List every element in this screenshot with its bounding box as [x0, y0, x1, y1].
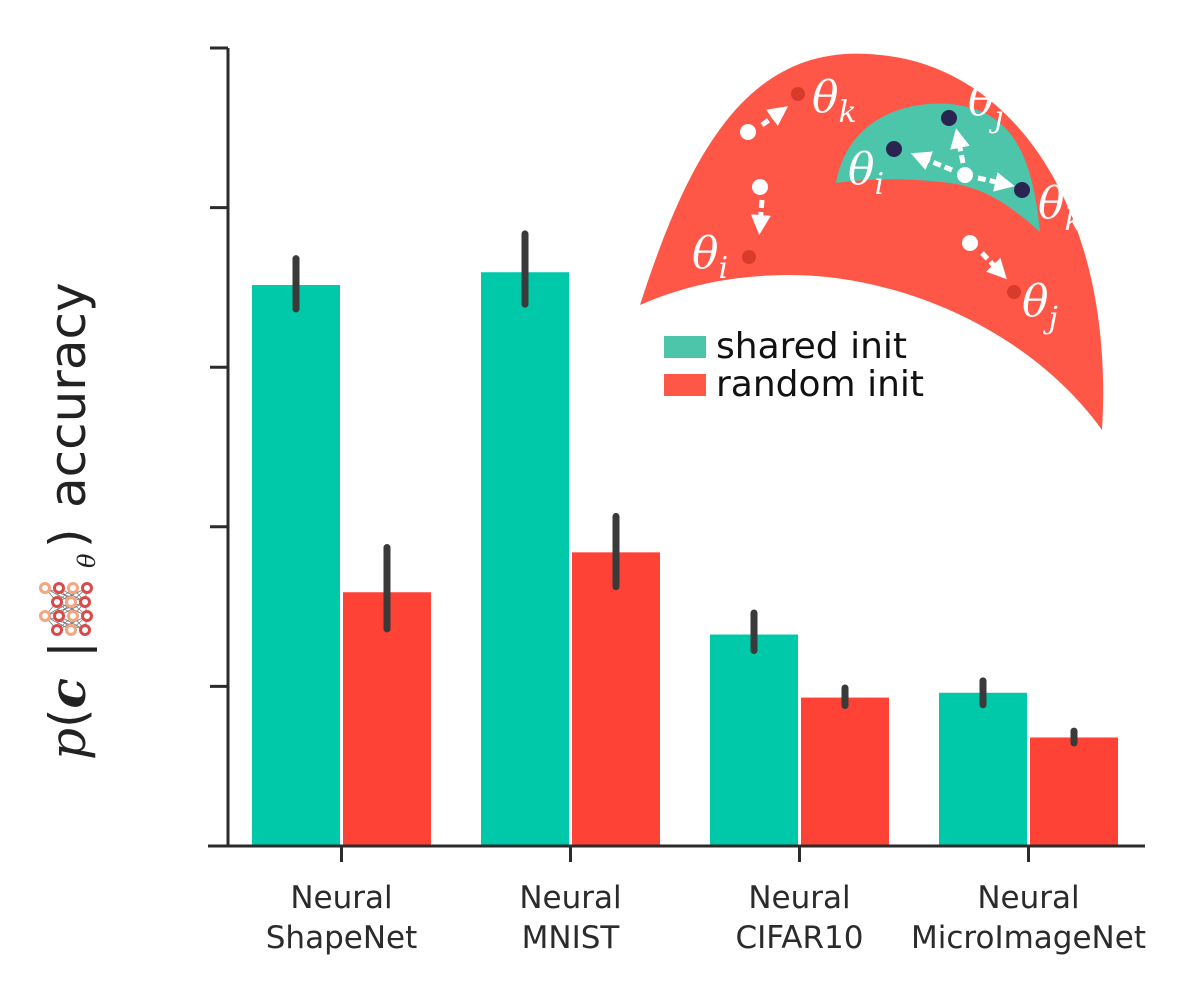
nn-node — [51, 596, 63, 608]
inner-theta-j-point — [941, 110, 957, 126]
outer-start-point-k — [740, 124, 756, 140]
ylabel-close: ) — [39, 528, 97, 548]
nn-node — [67, 610, 79, 622]
nn-node — [51, 624, 63, 636]
bar-random-3 — [1030, 737, 1118, 846]
nn-node — [53, 610, 65, 622]
x-ticks: Neural ShapeNet Neural MNIST Neural CIFAR10 Ne… — [266, 846, 1146, 956]
ylabel-prefix: p — [39, 728, 97, 760]
y-ticks — [210, 46, 228, 848]
nn-node — [81, 610, 93, 622]
legend-swatch-shared-init — [664, 336, 706, 358]
outer-theta-i-label: θi — [692, 228, 728, 286]
bar-shared-2 — [710, 634, 798, 846]
shared-init-region — [836, 103, 1040, 232]
ylabel-open: ( — [39, 708, 97, 728]
errorbars-layer — [292, 230, 1078, 747]
nn-node — [79, 596, 91, 608]
inner-theta-k-label: θk — [1038, 178, 1083, 238]
bar-random-1 — [572, 552, 660, 846]
outer-theta-k-label: θk — [812, 72, 857, 130]
neural-network-icon — [39, 582, 93, 636]
legend-swatch-random-init — [664, 374, 706, 396]
y-axis-label: p(c | θ ) accuracy — [38, 282, 101, 760]
nn-node — [67, 582, 79, 594]
inner-theta-i-point — [886, 141, 902, 157]
legend-label-shared-init: shared init — [716, 326, 907, 367]
x-tick-label-1-0: Neural — [519, 880, 621, 916]
outer-theta-j-point — [1007, 285, 1021, 299]
arrow-to-inner-i — [910, 151, 953, 173]
nn-edge — [44, 587, 86, 603]
x-tick-label-2-1: CIFAR10 — [736, 920, 864, 956]
bar-shared-3 — [939, 692, 1027, 846]
arrow-to-outer-k — [760, 106, 789, 128]
nn-node — [39, 582, 51, 594]
nn-node — [39, 610, 51, 622]
ylabel-bar: | — [39, 641, 97, 658]
inner-theta-k-point — [1014, 182, 1030, 198]
outer-theta-j-label: θj — [1022, 276, 1058, 336]
inner-start-point — [957, 167, 973, 183]
outer-theta-i-point — [742, 250, 756, 264]
x-tick-label-3-0: Neural — [977, 880, 1079, 916]
nn-node — [65, 596, 77, 608]
nn-node — [81, 582, 93, 594]
ylabel-var: c — [38, 678, 97, 708]
nn-node — [53, 582, 65, 594]
inner-theta-j-label: θj — [968, 75, 1004, 135]
bar-random-0 — [343, 592, 431, 846]
arrow-to-inner-k — [977, 172, 1015, 192]
arrow-to-outer-j — [980, 251, 1007, 280]
svg-text:p(c: p(c — [38, 678, 97, 760]
arrow-to-outer-i — [750, 199, 771, 235]
x-tick-label-0-1: ShapeNet — [266, 920, 418, 956]
parameter-space-inset: θk θi θj θj θi θk — [640, 53, 1104, 431]
outer-start-point-j — [962, 235, 978, 251]
x-tick-label-1-1: MNIST — [522, 920, 621, 956]
bar-random-2 — [801, 697, 889, 846]
arrow-to-inner-j — [950, 128, 970, 164]
ylabel-suffix: accuracy — [39, 282, 97, 508]
nn-node — [65, 624, 77, 636]
outer-theta-k-point — [791, 87, 805, 101]
x-tick-label-2-0: Neural — [748, 880, 850, 916]
x-tick-label-0-0: Neural — [290, 880, 392, 916]
legend-label-random-init: random init — [716, 364, 924, 405]
legend: shared init random init — [664, 326, 924, 405]
outer-start-point-i — [752, 179, 768, 195]
bar-shared-1 — [481, 272, 569, 846]
bar-shared-0 — [252, 285, 340, 847]
ylabel-icon-subscript: θ — [73, 553, 101, 568]
bars-layer — [252, 272, 1118, 847]
nn-node — [79, 624, 91, 636]
inner-theta-i-label: θi — [848, 144, 884, 202]
x-tick-label-3-1: MicroImageNet — [911, 920, 1146, 956]
nn-edge — [44, 615, 86, 631]
